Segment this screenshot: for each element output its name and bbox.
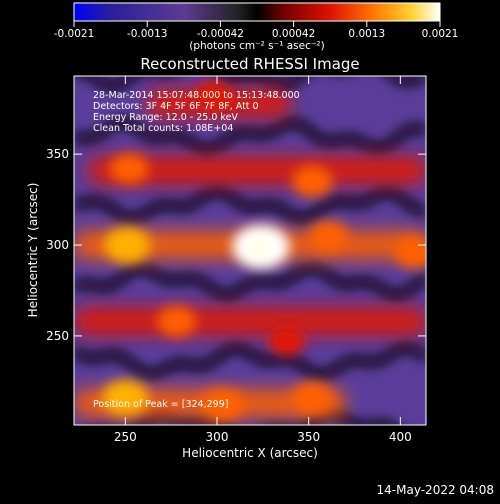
y-tick-label: 300 xyxy=(46,238,69,252)
annotation-detectors: Detectors: 3F 4F 5F 6F 7F 8F, Att 0 xyxy=(93,101,259,112)
colorbar-gradient xyxy=(73,2,441,22)
colorbar-tick-label: 0.0021 xyxy=(422,28,459,40)
image-area xyxy=(74,76,426,425)
dark-lane xyxy=(74,262,426,301)
plot-frame xyxy=(73,75,427,426)
annotations: 28-Mar-2014 15:07:48.000 to 15:13:48.000… xyxy=(93,90,300,410)
x-axis-label: Heliocentric X (arcsec) xyxy=(182,446,318,460)
hot-spot xyxy=(194,81,232,111)
colorbar-tick-label: 0.00042 xyxy=(272,28,315,40)
colorbar-ticks: -0.0021 -0.0013 -0.00042 0.00042 0.0013 0.002… xyxy=(54,21,459,40)
dark-lane xyxy=(74,117,426,155)
x-tick-label: 400 xyxy=(389,430,412,444)
x-tick-label: 350 xyxy=(297,430,320,444)
hot-spot xyxy=(157,306,197,337)
hot-spot xyxy=(291,382,333,414)
peak-core xyxy=(247,239,271,256)
dark-lane xyxy=(74,186,426,224)
hot-spot xyxy=(291,165,333,198)
colorbar-tick-label: -0.0013 xyxy=(127,28,168,40)
hot-spot xyxy=(394,236,426,269)
hot-spot xyxy=(102,379,149,416)
footer-timestamp: 14-May-2022 04:08 xyxy=(377,483,494,497)
annotation-peak-position: Position of Peak = [324,299] xyxy=(93,399,228,410)
hot-spot xyxy=(104,227,151,263)
hot-spot xyxy=(201,388,244,422)
colorbar: -0.0021 -0.0013 -0.00042 0.00042 0.0013 0.002… xyxy=(54,2,459,52)
x-tick-label: 300 xyxy=(206,430,229,444)
emission-band xyxy=(74,307,426,336)
colorbar-tick-label: -0.00042 xyxy=(197,28,244,40)
chart-title: Reconstructed RHESSI Image xyxy=(140,55,359,73)
annotation-time-range: 28-Mar-2014 15:07:48.000 to 15:13:48.000 xyxy=(93,90,300,101)
colorbar-tick-label: -0.0021 xyxy=(54,28,95,40)
y-tick-label: 250 xyxy=(46,329,69,343)
annotation-clean-counts: Clean Total counts: 1.08E+04 xyxy=(93,123,233,134)
hot-spot xyxy=(268,327,306,356)
hot-spots xyxy=(102,81,426,422)
colorbar-units: (photons cm⁻² s⁻¹ asec⁻²) xyxy=(189,40,324,52)
y-axis: 250 300 350 xyxy=(46,147,426,343)
x-axis: 250 300 350 400 xyxy=(114,76,412,444)
x-tick-label: 250 xyxy=(114,430,137,444)
y-tick-label: 350 xyxy=(46,147,69,161)
y-axis-label: Heliocentric Y (arcsec) xyxy=(26,183,40,318)
hot-spot xyxy=(109,153,149,184)
colorbar-tick-label: 0.0013 xyxy=(348,28,385,40)
emission-band xyxy=(88,156,426,185)
background-texture xyxy=(74,76,426,425)
hot-spot xyxy=(309,220,349,251)
annotation-energy-range: Energy Range: 12.0 - 25.0 keV xyxy=(93,112,238,123)
dark-lane xyxy=(74,342,426,380)
